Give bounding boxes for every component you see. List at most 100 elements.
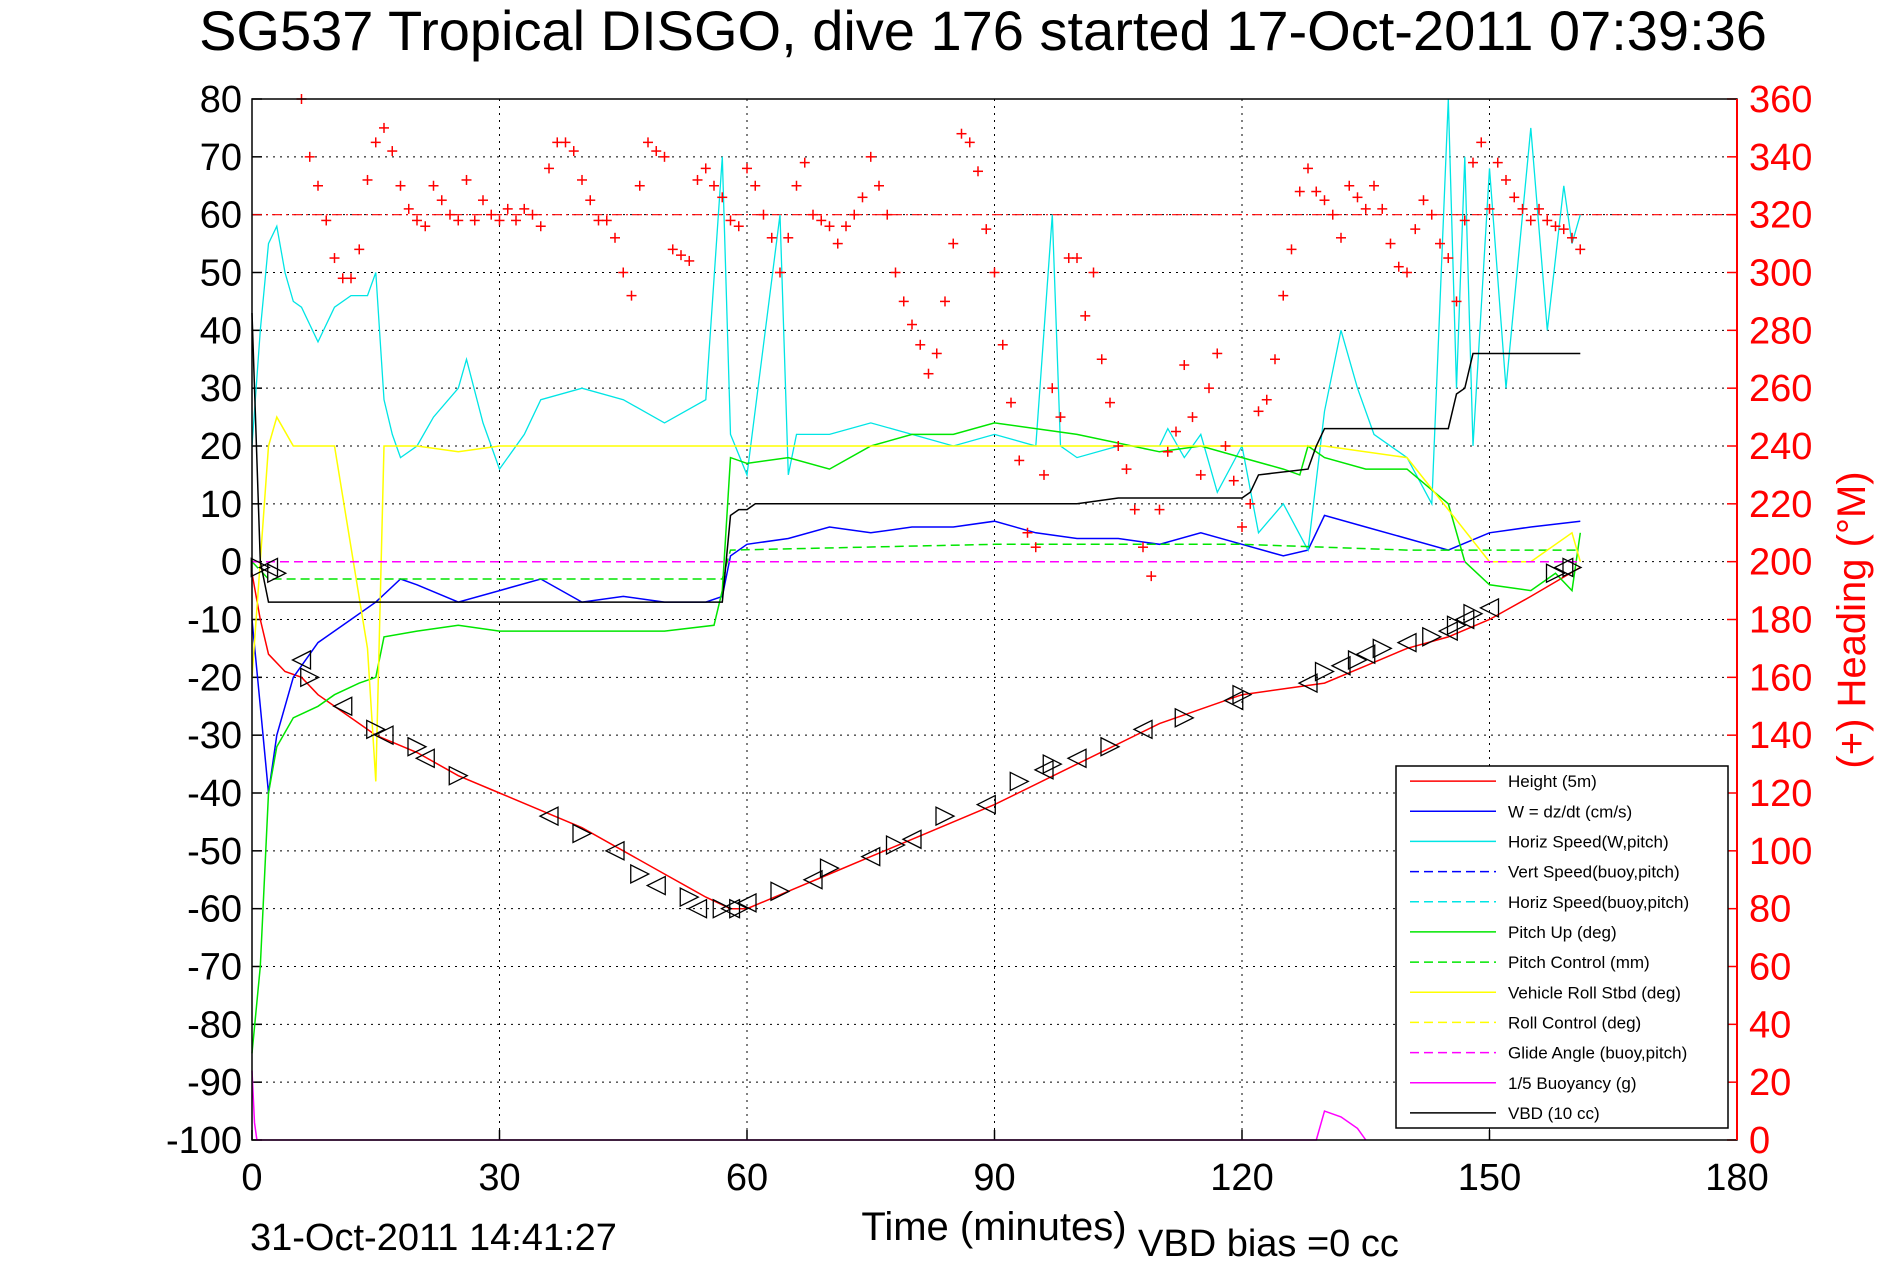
heading-point [1171,426,1181,437]
series-line-11 [251,1070,1367,1141]
triangle-marker [1355,644,1376,665]
x-tick-label: 30 [478,1157,520,1199]
x-tick-label: 120 [1210,1157,1273,1199]
right-y-tick-label: 160 [1749,657,1812,699]
heading-point [709,180,719,191]
triangle-marker [258,557,279,578]
heading-point [1443,253,1454,264]
heading-point [1435,238,1445,249]
heading-point [1311,186,1322,197]
heading-point [329,253,340,264]
heading-point [1377,203,1388,214]
heading-point [651,146,662,157]
heading-point [1080,310,1091,321]
chart-title: SG537 Tropical DISGO, dive 176 started 1… [199,0,1767,62]
legend-label: Horiz Speed(W,pitch) [1508,832,1669,851]
y-axis-ticks: 80 70 60 50 40 30 20 10 0 -10 -20 -30 -40 -50 -60 -70 -8… [166,79,262,1162]
y-tick-label: 70 [200,137,242,179]
heading-point [560,137,571,148]
heading-point [1113,441,1124,451]
heading-point [964,137,975,148]
triangle-markers [250,557,1583,919]
heading-point [610,232,620,243]
y-tick-label: -40 [187,773,242,815]
triangle-marker [267,563,288,584]
heading-point [395,180,406,191]
y-tick-label: -90 [187,1062,242,1104]
triangle-marker [687,898,708,919]
heading-point [304,151,315,162]
y-tick-label: 20 [200,426,242,468]
x-tick-label: 0 [241,1157,262,1199]
heading-point [948,238,959,249]
right-y-tick-label: 220 [1749,484,1812,526]
triangle-marker [1396,632,1417,653]
heading-point [527,209,538,220]
heading-point [874,180,884,191]
right-y-axis-label: (+) Heading (°M) [1830,471,1874,768]
heading-point [973,166,983,177]
heading-point [676,250,686,261]
series-line-6 [251,422,1582,1054]
triangle-marker [332,696,353,717]
triangle-marker [1446,615,1467,636]
legend-label: Pitch Up (deg) [1508,923,1617,942]
series-layer [251,98,1737,1141]
heading-point [931,348,942,359]
triangle-marker [1009,771,1030,792]
right-y-tick-label: 300 [1749,253,1812,295]
heading-point [1022,527,1033,538]
heading-point [857,192,868,203]
heading-point [684,255,695,266]
heading-point [1484,203,1495,214]
x-tick-label: 180 [1705,1157,1768,1199]
x-tick-label: 60 [726,1157,768,1199]
footer-bias: VBD bias =0 cc [1138,1223,1399,1262]
triangle-marker [819,858,840,879]
legend-label: W = dz/dt (cm/s) [1508,802,1632,821]
heading-point [1501,174,1511,185]
heading-point [1162,446,1173,457]
heading-point [1360,203,1371,214]
heading-point [478,195,488,206]
triangle-marker [1033,759,1054,780]
heading-point [1468,157,1478,168]
y-tick-label: -80 [187,1004,242,1046]
triangle-marker [720,898,741,919]
footer-date: 31-Oct-2011 14:41:27 [250,1217,617,1259]
y-tick-label: -10 [187,600,242,642]
triangle-marker [291,649,312,671]
triangle-marker [366,719,387,740]
heading-point [1385,238,1396,249]
legend-label: Pitch Control (mm) [1508,953,1650,972]
heading-point [907,319,917,330]
heading-point [1261,394,1272,405]
right-y-tick-label: 0 [1749,1120,1770,1162]
heading-point [865,151,876,162]
heading-point [1319,195,1330,206]
heading-point [494,215,505,226]
legend-label: Vert Speed(buoy,pitch) [1508,863,1680,882]
triangle-marker [1454,609,1475,630]
heading-point [1542,215,1553,226]
heading-point [1534,203,1544,214]
heading-point [1492,157,1503,168]
heading-point [511,215,521,226]
heading-point [1567,232,1577,243]
series-line-8 [251,415,1582,782]
heading-point [1451,296,1462,307]
heading-point [346,273,356,284]
heading-point [519,203,530,214]
y-tick-label: -60 [187,889,242,931]
heading-point [989,267,1000,278]
heading-point [1418,195,1429,206]
triangle-marker [407,736,428,757]
heading-point [758,209,769,220]
heading-point [733,221,744,232]
heading-point [981,224,992,235]
triangle-marker [975,794,996,815]
heading-point [1212,348,1223,359]
legend-label: Glide Angle (buoy,pitch) [1508,1044,1687,1063]
heading-point [1245,498,1256,509]
y-tick-label: -100 [166,1120,242,1162]
